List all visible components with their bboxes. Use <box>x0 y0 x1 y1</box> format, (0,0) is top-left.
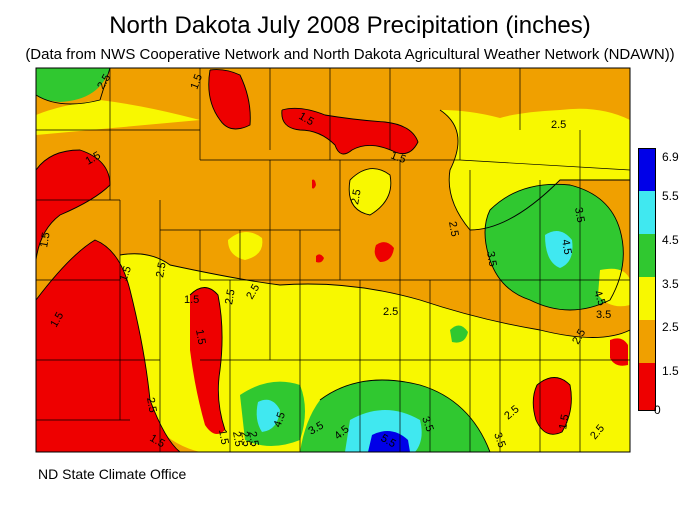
contour-label: 4.5 <box>559 238 573 255</box>
county-boundaries <box>36 68 630 452</box>
contour-label: 2.5 <box>238 430 252 447</box>
legend-swatch-3.5-4.5 <box>639 234 655 277</box>
contour-label: 1.5 <box>557 413 571 430</box>
contour-label: 3.5 <box>484 250 498 267</box>
precip-zone-0-1.5-spot <box>374 242 394 262</box>
contour-labels: 2.5 1.5 1.5 1.5 2.5 1.5 1.5 1.5 2.5 2.5 … <box>38 72 611 450</box>
contour-label: 3.5 <box>596 309 611 321</box>
contour-label: 1.5 <box>389 150 407 167</box>
legend-label: 2.5 <box>662 320 679 334</box>
contour-label: 2.5 <box>446 220 460 237</box>
credit-text: ND State Climate Office <box>38 466 187 482</box>
precip-zone-3.5-4.5-nw <box>36 68 110 102</box>
precip-zone-2.5-3.5-nw <box>36 100 200 135</box>
precip-zone-0-1.5-se <box>533 377 572 435</box>
legend-swatch-1.5-2.5 <box>639 320 655 363</box>
contour-label: 2.5 <box>551 119 566 131</box>
precip-zone-0-1.5-north <box>208 69 251 129</box>
precip-zone-2.5-3.5-ne <box>440 108 630 230</box>
precip-zone-0-1.5-nw <box>36 150 110 260</box>
contour-label: 1.5 <box>38 231 52 248</box>
precip-zone-0-1.5-se2 <box>610 338 628 366</box>
precip-zone-0-1.5-spot2 <box>316 254 324 263</box>
contour-label: 4.5 <box>272 411 289 429</box>
legend-label: 5.5 <box>662 189 679 203</box>
legend-label: 3.5 <box>662 277 679 291</box>
contour-label: 1.5 <box>189 73 206 91</box>
precip-zone-0-1.5-spot3 <box>312 179 316 189</box>
contour-label: 2.5 <box>246 430 260 447</box>
contour-label: 2.5 <box>349 188 363 205</box>
legend-label: 4.5 <box>662 233 679 247</box>
contour-label: 3.5 <box>572 206 586 223</box>
precip-fill-layer <box>36 68 630 452</box>
legend-swatch-4.5-5.5 <box>639 191 655 234</box>
legend-label: 0 <box>654 403 661 417</box>
contour-label: 2.5 <box>230 430 244 447</box>
contour-label: 4.5 <box>591 289 608 307</box>
contour-label: 1.5 <box>216 428 230 445</box>
contour-label: 3.5 <box>419 415 436 433</box>
contour-label: 1.5 <box>193 328 207 345</box>
map-border <box>35 67 631 453</box>
precip-zone-4.5-5.5-sw <box>256 399 280 432</box>
legend-swatch-5.5-6.9 <box>639 149 655 191</box>
legend-label: 1.5 <box>662 364 679 378</box>
contour-label: 1.5 <box>118 265 135 283</box>
precip-zone-2.5-3.5-se <box>598 268 630 307</box>
precip-zone-2.5-3.5-spot <box>349 168 391 215</box>
precip-zone-5.5-6.9 <box>368 431 410 452</box>
contour-label: 2.5 <box>223 288 237 305</box>
precip-zone-4.5-5.5-east <box>545 231 573 268</box>
contour-label: 3.5 <box>491 431 508 449</box>
precip-zone-0-1.5-north2 <box>281 108 418 154</box>
precip-zone-0-1.5-west2 <box>190 287 225 434</box>
map-subtitle: (Data from NWS Cooperative Network and N… <box>25 46 675 63</box>
precip-zone-3.5-4.5-spot <box>450 325 468 343</box>
contour-label: 1.5 <box>184 294 199 306</box>
legend-swatch-0-1.5 <box>639 363 655 410</box>
map-title: North Dakota July 2008 Precipitation (in… <box>109 12 591 39</box>
legend-colorbar <box>638 148 656 411</box>
legend-label: 6.9 <box>662 150 679 164</box>
contour-label: 2.5 <box>383 306 398 318</box>
legend-swatch-2.5-3.5 <box>639 277 655 320</box>
contour-label: 2.5 <box>154 261 168 278</box>
contour-label: 2.5 <box>144 396 158 413</box>
precip-zone-2.5-3.5-spot2 <box>228 231 263 260</box>
precip-zone-0-1.5-west <box>36 240 180 452</box>
contour-lines <box>36 68 630 452</box>
